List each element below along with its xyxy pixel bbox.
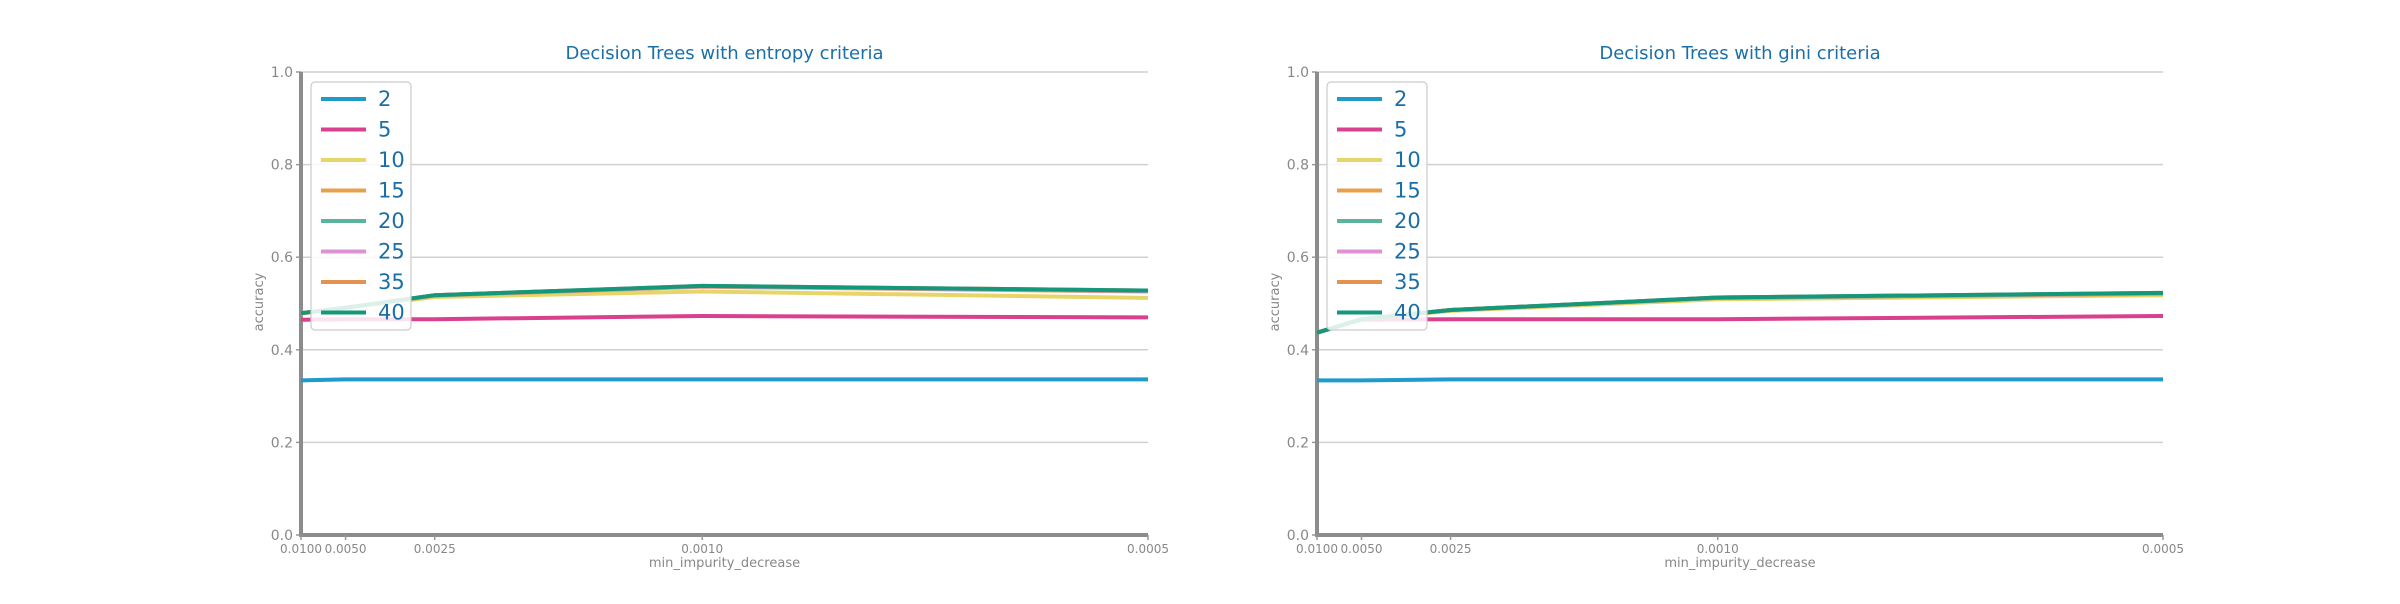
legend-entry: 40 [378,301,405,325]
x-tick-label: 0.0100 [1296,542,1338,556]
y-tick-label: 0.0 [271,528,293,544]
x-tick-label: 0.0010 [1697,542,1739,556]
y-tick-label: 0.8 [1287,158,1309,174]
x-axis-label: min_impurity_decrease [1664,556,1815,571]
legend-box [310,81,412,331]
chart-panel-2: 0.0 0.2 0.4 0.6 0.8 1.0 0.0100 0.0050 0.0025 0.00… [1268,43,2184,571]
legend-entry: 2 [1394,87,1407,111]
y-tick-label: 1.0 [271,65,293,81]
legend-entry: 2 [378,87,391,111]
y-tick-label: 0.8 [271,158,293,174]
series-line-10 [1316,293,2164,335]
legend-entry: 25 [378,240,405,264]
y-tick-label: 0.4 [1287,343,1309,359]
y-tick-label: 0.2 [1287,435,1309,451]
x-tick-label: 0.0025 [414,542,456,556]
y-axis-label: accuracy [1268,272,1283,331]
legend-entry: 15 [1394,179,1421,203]
x-tick-label: 0.0050 [1341,542,1383,556]
legend-box [1326,81,1428,331]
y-tick-label: 0.6 [271,250,293,266]
legend-entry: 10 [378,148,405,172]
y-tick-label: 1.0 [1287,65,1309,81]
legend-entry: 20 [1394,209,1421,233]
legend-entry: 10 [1394,148,1421,172]
x-tick-label: 0.0025 [1430,542,1472,556]
y-axis-label: accuracy [252,272,267,331]
series-line-2 [1317,377,2163,383]
x-tick-label: 0.0010 [681,542,723,556]
legend-entry: 15 [378,179,405,203]
x-tick-label: 0.0005 [1127,542,1169,556]
y-tick-label: 0.0 [1287,528,1309,544]
legend-entry: 35 [1394,270,1421,294]
legend-entry: 20 [378,209,405,233]
y-tick-label: 0.4 [271,343,293,359]
chart-panel-1: 0.0 0.2 0.4 0.6 0.8 1.0 0.0100 0.0050 0.0025 0.00… [252,43,1169,571]
legend-entry: 5 [1394,118,1407,142]
x-tick-label: 0.0050 [325,542,367,556]
series-line-5 [300,314,1149,322]
legend-entry: 25 [1394,240,1421,264]
legend-entry: 35 [378,270,405,294]
x-axis-label: min_impurity_decrease [649,556,800,571]
legend-entry: 5 [378,118,391,142]
chart-title: Decision Trees with gini criteria [1599,43,1880,64]
series-line-2 [300,377,1148,383]
x-tick-label: 0.0005 [2142,542,2184,556]
chart-title: Decision Trees with entropy criteria [565,43,883,64]
y-tick-label: 0.6 [1287,250,1309,266]
x-tick-label: 0.0100 [280,542,322,556]
series-line-5 [1316,314,2164,335]
y-tick-label: 0.2 [271,435,293,451]
legend-entry: 40 [1394,301,1421,325]
